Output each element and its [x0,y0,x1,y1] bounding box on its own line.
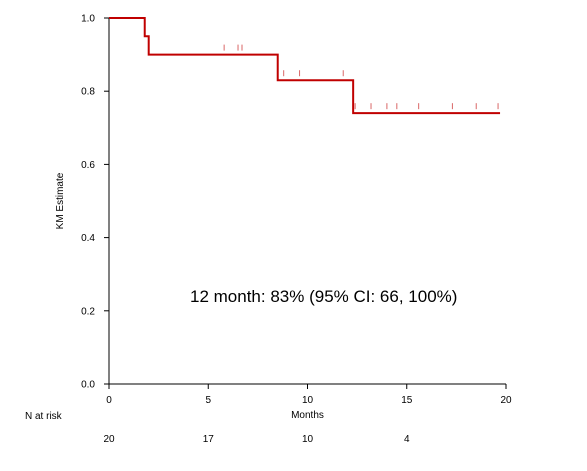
risk-count: 4 [404,434,410,445]
x-tick-label: 20 [500,395,512,406]
y-tick-label: 0.4 [81,233,95,244]
y-tick-label: 0.2 [81,306,95,317]
risk-count: 10 [302,434,314,445]
x-tick-labels: 0 5 10 15 20 [106,395,512,406]
risk-table-label: N at risk [25,411,63,422]
x-tick-label: 15 [401,395,413,406]
risk-count: 20 [103,434,115,445]
y-tick-label: 1.0 [81,14,95,25]
x-tick-label: 5 [205,395,211,406]
series-group [109,17,501,115]
x-axis-title: Months [291,410,324,421]
y-tick-label: 0.0 [81,380,95,391]
y-tick-label: 0.6 [81,160,95,171]
annotation-12-month: 12 month: 83% (95% CI: 66, 100%) [190,287,457,306]
risk-count: 17 [203,434,215,445]
km-step-line [109,17,501,115]
x-tick-label: 10 [302,395,314,406]
risk-table-values: 20 17 10 4 [103,434,410,445]
axes [104,17,507,389]
y-axis-title: KM Estimate [55,172,66,229]
x-tick-label: 0 [106,395,112,406]
y-tick-labels: 0.0 0.2 0.4 0.6 0.8 1.0 [81,14,95,391]
y-tick-label: 0.8 [81,87,95,98]
